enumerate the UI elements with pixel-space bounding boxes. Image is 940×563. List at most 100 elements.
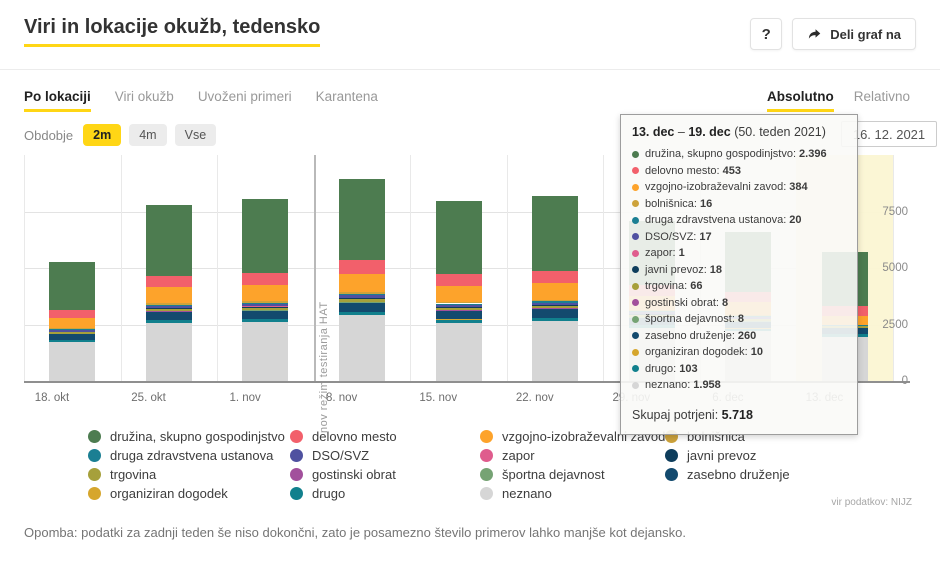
tooltip-item-value: 18 bbox=[709, 263, 723, 276]
gridline-x-2 bbox=[217, 155, 219, 381]
tooltip-item-label: bolnišnica: bbox=[645, 197, 697, 210]
legend-item-neznano[interactable]: neznano bbox=[480, 486, 665, 501]
tooltip-item-label: vzgojno-izobraževalni zavod: bbox=[645, 181, 787, 194]
tab-po-lokaciji[interactable]: Po lokaciji bbox=[24, 89, 91, 112]
bar-segment-druga-zdravstvena-ustanova bbox=[532, 301, 579, 303]
header-divider bbox=[0, 69, 940, 70]
legend-label: delovno mesto bbox=[312, 428, 397, 444]
legend-item-druga-zdravstvena-ustanova[interactable]: druga zdravstvena ustanova bbox=[88, 448, 290, 463]
legend-label: javni prevoz bbox=[687, 447, 757, 463]
tooltip-item-value: 384 bbox=[789, 181, 808, 194]
series-dot-zasebno-druženje-icon bbox=[632, 332, 639, 340]
tooltip-item-value: 10 bbox=[750, 346, 763, 359]
bar-segment-delovno-mesto bbox=[49, 309, 96, 318]
legend-item-javni-prevoz[interactable]: javni prevoz bbox=[665, 447, 790, 463]
bar-25-okt[interactable] bbox=[145, 155, 192, 381]
bar-1-nov[interactable] bbox=[242, 155, 289, 381]
tooltip-item-label: drugo: bbox=[645, 362, 677, 375]
chart-type-tabs: Po lokaciji Viri okužb Uvoženi primeri Kara… bbox=[24, 89, 378, 112]
bar-segment-trgovina bbox=[145, 309, 192, 312]
series-dot-družina-skupno-gospodinjstvo-icon bbox=[632, 150, 639, 158]
tooltip-item-športna-dejavnost: športna dejavnost: 8 bbox=[632, 311, 846, 328]
tooltip-item-label: športna dejavnost: bbox=[645, 313, 735, 326]
tab-viri-okužb[interactable]: Viri okužb bbox=[114, 89, 174, 104]
tooltip-item-gostinski-obrat: gostinski obrat: 8 bbox=[632, 295, 846, 312]
tooltip-item-value: 1 bbox=[678, 247, 685, 260]
bar-22-nov[interactable] bbox=[532, 155, 579, 381]
bar-segment-dso-svz bbox=[145, 306, 192, 309]
share-button[interactable]: Deli graf na bbox=[792, 18, 916, 50]
mode-absolutno[interactable]: Absolutno bbox=[766, 89, 834, 112]
bar-segment-neznano bbox=[532, 321, 579, 381]
bar-segment-druga-zdravstvena-ustanova bbox=[338, 293, 385, 296]
legend-item-družina-skupno-gospodinjstvo[interactable]: družina, skupno gospodinjstvo bbox=[88, 428, 290, 444]
bar-segment-javni-prevoz bbox=[338, 297, 385, 300]
tooltip-item-druga-zdravstvena-ustanova: druga zdravstvena ustanova: 20 bbox=[632, 212, 846, 229]
bar-segment-zasebno-druženje bbox=[145, 312, 192, 320]
mode-relativno[interactable]: Relativno bbox=[853, 89, 910, 104]
period-chip-vse[interactable]: Vse bbox=[174, 124, 217, 146]
data-source-link[interactable]: vir podatkov: NIJZ bbox=[831, 497, 912, 508]
gridline-x-5 bbox=[506, 155, 508, 381]
bar-8-nov[interactable] bbox=[338, 155, 385, 381]
legend-item-dso-svz[interactable]: DSO/SVZ bbox=[290, 447, 480, 463]
bar-18-okt[interactable] bbox=[49, 155, 96, 381]
legend-label: družina, skupno gospodinjstvo bbox=[110, 428, 285, 444]
legend-item-drugo[interactable]: drugo bbox=[290, 486, 480, 501]
series-dot-druga-zdravstvena-ustanova-icon bbox=[632, 216, 639, 224]
tooltip-item-label: druga zdravstvena ustanova: bbox=[645, 214, 787, 227]
share-button-label: Deli graf na bbox=[830, 26, 901, 42]
legend-label: DSO/SVZ bbox=[312, 447, 370, 463]
tooltip-item-value: 453 bbox=[722, 164, 741, 177]
bar-segment-drugo bbox=[49, 339, 96, 343]
tooltip-item-dso-svz: DSO/SVZ: 17 bbox=[632, 229, 846, 246]
legend-item-gostinski-obrat[interactable]: gostinski obrat bbox=[290, 466, 480, 482]
tooltip-item-bolnišnica: bolnišnica: 16 bbox=[632, 196, 846, 213]
legend-label: gostinski obrat bbox=[312, 466, 396, 482]
series-dot-športna-dejavnost-icon bbox=[632, 315, 639, 323]
legend-label: športna dejavnost bbox=[502, 466, 605, 482]
legend-dot-zapor-icon bbox=[480, 448, 493, 462]
tooltip-item-javni-prevoz: javni prevoz: 18 bbox=[632, 262, 846, 279]
legend-item-zasebno-druženje[interactable]: zasebno druženje bbox=[665, 466, 790, 482]
tab-karantena[interactable]: Karantena bbox=[315, 89, 378, 104]
legend-dot-organiziran-dogodek-icon bbox=[88, 486, 101, 500]
legend-dot-trgovina-icon bbox=[88, 467, 101, 481]
bar-segment-javni-prevoz bbox=[435, 307, 482, 309]
series-dot-delovno-mesto-icon bbox=[632, 167, 639, 175]
bar-segment-delovno-mesto bbox=[435, 273, 482, 286]
bar-segment-druga-zdravstvena-ustanova bbox=[49, 329, 96, 331]
series-dot-gostinski-obrat-icon bbox=[632, 299, 639, 307]
bar-segment-vzgojno-izobraževalni-zavod bbox=[532, 283, 579, 300]
period-chip-2m[interactable]: 2m bbox=[83, 124, 122, 146]
period-chips: 2m 4m Vse bbox=[83, 124, 217, 146]
legend-item-trgovina[interactable]: trgovina bbox=[88, 467, 290, 482]
legend-dot-drugo-icon bbox=[290, 486, 303, 500]
bar-segment-zasebno-druženje bbox=[435, 311, 482, 320]
bar-segment-dso-svz bbox=[532, 302, 579, 306]
tooltip-week-number: (50. teden 2021) bbox=[734, 125, 826, 139]
bar-segment-delovno-mesto bbox=[338, 260, 385, 274]
x-label-8-nov: 8. nov bbox=[325, 392, 358, 404]
legend-item-športna-dejavnost[interactable]: športna dejavnost bbox=[480, 466, 665, 482]
gridline-x-4 bbox=[410, 155, 412, 381]
bar-segment-trgovina bbox=[532, 306, 579, 309]
legend-item-zapor[interactable]: zapor bbox=[480, 448, 665, 463]
period-chip-4m[interactable]: 4m bbox=[129, 124, 167, 146]
legend-dot-vzgojno-izobraževalni-zavod-icon bbox=[480, 429, 493, 443]
legend-item-organiziran-dogodek[interactable]: organiziran dogodek bbox=[88, 486, 290, 501]
legend-label: zasebno druženje bbox=[687, 466, 790, 482]
tooltip-item-vzgojno-izobraževalni-zavod: vzgojno-izobraževalni zavod: 384 bbox=[632, 179, 846, 196]
bar-segment-družina-skupno-gospodinjstvo bbox=[532, 196, 579, 271]
bar-segment-bolnišnica bbox=[435, 302, 482, 304]
bar-segment-družina-skupno-gospodinjstvo bbox=[435, 201, 482, 274]
tooltip-item-organiziran-dogodek: organiziran dogodek: 10 bbox=[632, 344, 846, 361]
tab-uvoženi-primeri[interactable]: Uvoženi primeri bbox=[197, 89, 292, 104]
bar-segment-bolnišnica bbox=[338, 292, 385, 294]
help-button[interactable]: ? bbox=[750, 18, 783, 50]
bar-15-nov[interactable] bbox=[435, 155, 482, 381]
question-mark-icon: ? bbox=[761, 25, 771, 43]
bar-segment-druga-zdravstvena-ustanova bbox=[242, 302, 289, 305]
legend-item-delovno-mesto[interactable]: delovno mesto bbox=[290, 428, 480, 444]
gridline-x-1 bbox=[120, 155, 122, 381]
